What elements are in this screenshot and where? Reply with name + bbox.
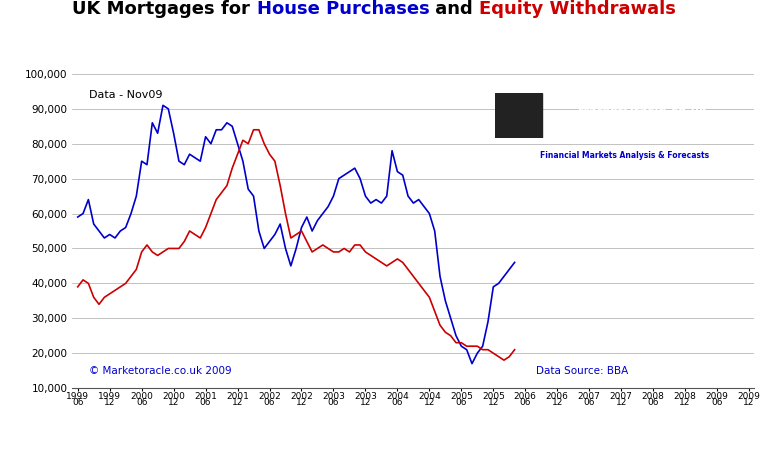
Text: Financial Markets Analysis & Forecasts: Financial Markets Analysis & Forecasts	[540, 151, 709, 160]
Text: 06: 06	[72, 398, 84, 407]
Text: .com: .com	[703, 201, 725, 209]
Text: 06: 06	[520, 398, 531, 407]
Text: 12: 12	[616, 398, 627, 407]
Text: and: and	[429, 0, 479, 18]
Text: 2002: 2002	[290, 392, 313, 401]
Text: UK Mortgages for: UK Mortgages for	[72, 0, 257, 18]
Text: 2001: 2001	[226, 392, 249, 401]
Bar	[495, 93, 542, 138]
Text: WALAYAT STREET: WALAYAT STREET	[557, 198, 678, 211]
Text: 06: 06	[136, 398, 147, 407]
Text: 12: 12	[296, 398, 307, 407]
Text: 2007: 2007	[610, 392, 632, 401]
Text: 2003: 2003	[322, 392, 345, 401]
Text: 2009: 2009	[706, 392, 728, 401]
Text: 2000: 2000	[130, 392, 153, 401]
Text: House Purchases: House Purchases	[257, 0, 429, 18]
Text: 2004: 2004	[386, 392, 408, 401]
Text: 06: 06	[200, 398, 211, 407]
Text: 12: 12	[104, 398, 115, 407]
Text: 2009: 2009	[738, 392, 760, 401]
Text: 12: 12	[360, 398, 371, 407]
Text: 12: 12	[168, 398, 179, 407]
Text: 1999: 1999	[66, 392, 89, 401]
Text: 2007: 2007	[578, 392, 600, 401]
Text: 2001: 2001	[194, 392, 217, 401]
Text: 12: 12	[552, 398, 563, 407]
Text: 2002: 2002	[258, 392, 281, 401]
Text: 2005: 2005	[482, 392, 504, 401]
Text: 12: 12	[424, 398, 435, 407]
Text: 12: 12	[488, 398, 499, 407]
Text: Data - Nov09: Data - Nov09	[89, 90, 163, 100]
Text: 2004: 2004	[418, 392, 440, 401]
Text: 06: 06	[712, 398, 723, 407]
Text: Data Source: BBA: Data Source: BBA	[536, 365, 629, 376]
Text: 06: 06	[584, 398, 595, 407]
Text: 12: 12	[232, 398, 243, 407]
Text: Equity Withdrawals: Equity Withdrawals	[479, 0, 676, 18]
Text: 2006: 2006	[546, 392, 568, 401]
Text: 2008: 2008	[674, 392, 696, 401]
Text: 06: 06	[456, 398, 467, 407]
Text: MarketOracle.co.uk: MarketOracle.co.uk	[578, 105, 708, 118]
Text: 1999: 1999	[98, 392, 121, 401]
Text: 06: 06	[648, 398, 659, 407]
Text: 12: 12	[680, 398, 691, 407]
Text: 06: 06	[392, 398, 403, 407]
Text: 06: 06	[328, 398, 339, 407]
Text: © Marketoracle.co.uk 2009: © Marketoracle.co.uk 2009	[89, 365, 232, 376]
Text: 2003: 2003	[354, 392, 377, 401]
Text: 2005: 2005	[450, 392, 472, 401]
Text: 2008: 2008	[642, 392, 664, 401]
Text: 12: 12	[744, 398, 754, 407]
Text: 2000: 2000	[162, 392, 185, 401]
Text: 2006: 2006	[514, 392, 536, 401]
Text: 06: 06	[264, 398, 275, 407]
